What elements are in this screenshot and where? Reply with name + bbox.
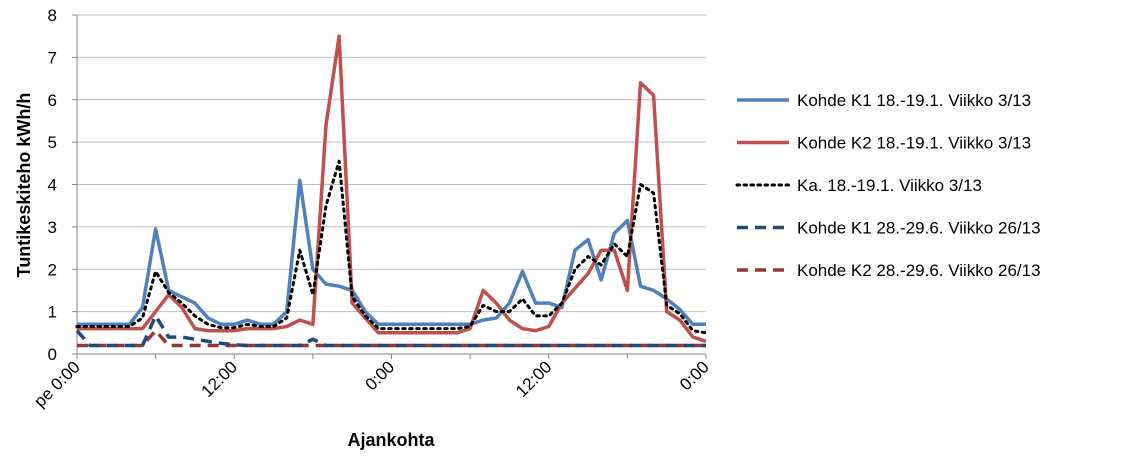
y-tick-label: 5 — [48, 133, 57, 152]
x-axis-title: Ajankohta — [347, 430, 435, 450]
y-tick-labels: 0 1 2 3 4 5 6 7 8 — [48, 6, 57, 364]
y-tick-label: 6 — [48, 91, 57, 110]
x-tick-label: 0:00 — [676, 357, 713, 394]
y-tick-label: 0 — [48, 345, 57, 364]
series-lines — [75, 34, 708, 348]
axes — [72, 14, 707, 359]
gridlines — [77, 14, 706, 313]
series-line-2 — [77, 34, 707, 343]
y-axis-title: Tuntikeskiteho kWh/h — [14, 93, 34, 278]
series-line-5 — [77, 328, 706, 348]
y-tick-label: 4 — [48, 176, 57, 195]
legend-label-4: Kohde K1 28.-29.6. Viikko 26/13 — [797, 219, 1041, 238]
legend-label-5: Kohde K2 28.-29.6. Viikko 26/13 — [797, 261, 1041, 280]
x-tick-label: 12:00 — [512, 357, 556, 401]
y-tick-label: 1 — [48, 303, 57, 322]
legend-label-2: Kohde K2 18.-19.1. Viikko 3/13 — [797, 134, 1031, 153]
legend: Kohde K1 18.-19.1. Viikko 3/13 Kohde K2 1… — [735, 91, 1041, 280]
series-line-3 — [75, 159, 708, 335]
series-line-1 — [77, 178, 706, 327]
x-tick-labels: pe 0:00 12:00 0:00 12:00 0:00 — [30, 357, 713, 411]
legend-label-1: Kohde K1 18.-19.1. Viikko 3/13 — [797, 91, 1031, 110]
legend-label-3: Ka. 18.-19.1. Viikko 3/13 — [797, 176, 982, 195]
y-tick-label: 7 — [48, 48, 57, 67]
y-tick-label: 2 — [48, 260, 57, 279]
y-tick-label: 8 — [48, 6, 57, 25]
series-line-4 — [75, 314, 706, 348]
x-tick-label: 12:00 — [198, 357, 242, 401]
y-tick-label: 3 — [48, 218, 57, 237]
x-tick-label: 0:00 — [361, 357, 398, 394]
x-tick-label: pe 0:00 — [30, 357, 84, 411]
